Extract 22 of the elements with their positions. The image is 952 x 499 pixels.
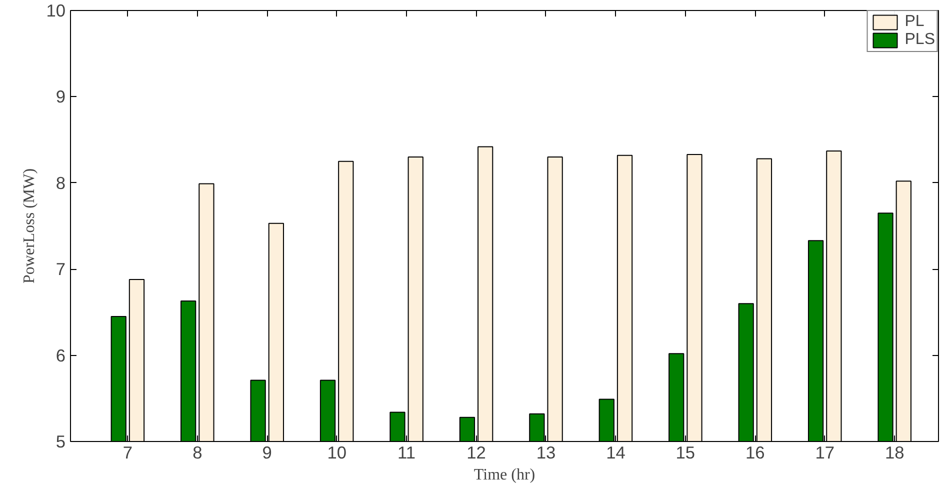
legend-label: PLS bbox=[904, 31, 935, 49]
x-tick-label: 14 bbox=[606, 442, 626, 462]
x-tick-label: 7 bbox=[122, 442, 132, 462]
x-tick-label: 11 bbox=[398, 442, 416, 462]
y-tick-label: 5 bbox=[56, 432, 66, 452]
x-tick-label: 17 bbox=[815, 442, 834, 462]
x-tick-label: 12 bbox=[466, 442, 486, 462]
x-tick-label: 10 bbox=[327, 442, 346, 462]
y-axis-title: PowerLoss (MW) bbox=[21, 168, 38, 284]
x-tick-label: 16 bbox=[746, 442, 765, 462]
x-tick-label: 13 bbox=[536, 442, 556, 462]
y-tick-label: 8 bbox=[56, 172, 66, 193]
y-tick-label: 6 bbox=[56, 345, 66, 366]
x-tick-label: 15 bbox=[676, 442, 696, 462]
y-tick-label: 10 bbox=[46, 0, 66, 20]
y-tick-label: 7 bbox=[56, 259, 66, 280]
x-tick-label: 8 bbox=[192, 442, 202, 462]
y-tick-label: 9 bbox=[56, 86, 66, 107]
x-tick-label: 18 bbox=[884, 442, 904, 462]
x-tick-label: 9 bbox=[262, 442, 272, 462]
x-axis-title: Time (hr) bbox=[474, 466, 536, 484]
legend-label: PL bbox=[904, 13, 925, 31]
